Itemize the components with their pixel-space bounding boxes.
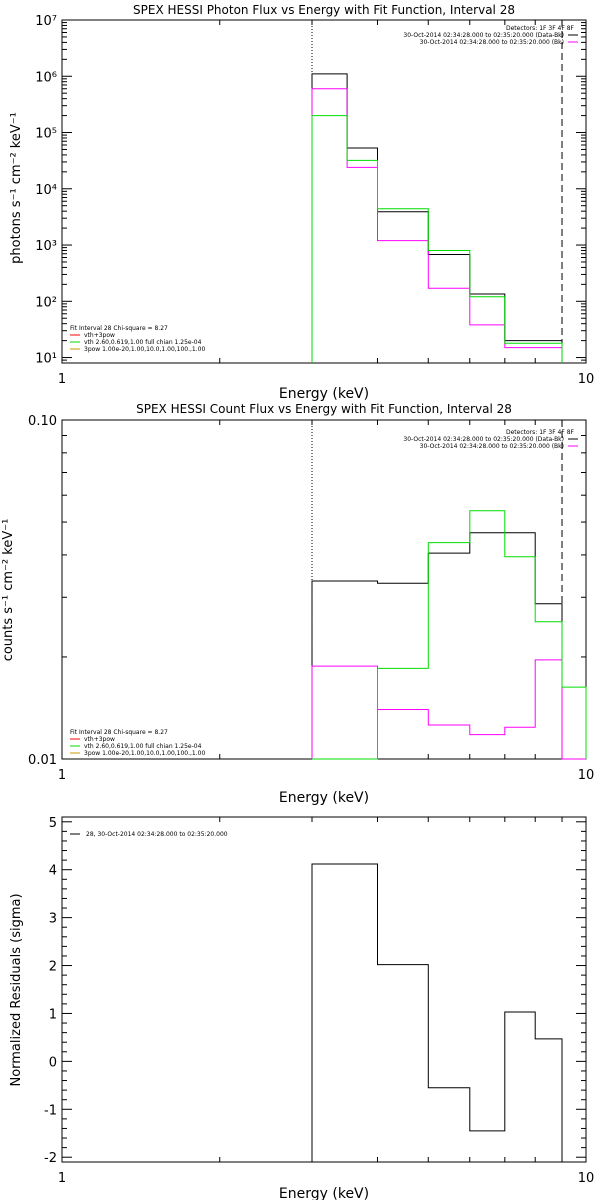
y-tick-label: 10⁶ <box>35 70 57 85</box>
photon-flux-fit-legend: Fit Interval 28 Chi-square = 8.27vth+3po… <box>70 325 205 353</box>
histogram-series-2 <box>312 510 587 760</box>
y-tick-label: 1 <box>49 1007 57 1022</box>
x-tick-label: 10 <box>578 768 595 783</box>
y-tick-label: 0.01 <box>28 753 57 768</box>
photon-flux-ticks <box>61 19 587 364</box>
legend-fit-entry-label: vth+3pow <box>84 736 115 743</box>
residuals-legend: 28, 30-Oct-2014 02:34:28.000 to 02:35:20… <box>70 831 228 838</box>
count-flux-panel: SPEX HESSI Count Flux vs Energy with Fit… <box>1 402 594 806</box>
photon-flux-panel: SPEX HESSI Photon Flux vs Energy with Fi… <box>9 3 594 402</box>
y-tick-label: -1 <box>44 1103 57 1118</box>
photon-flux-xlabel: Energy (keV) <box>279 386 369 402</box>
photon-flux-tick-labels: 1 10 10¹ 10² 10³ 10⁴ 10⁵ 10⁶ 10⁷ <box>35 14 594 387</box>
y-tick-label: 5 <box>49 816 57 831</box>
legend-detectors-heading: Detectors: 1F 3F 4F 8F <box>506 429 575 436</box>
legend-entry-label: 30-Oct-2014 02:34:28.000 to 02:35:20.000… <box>403 32 564 39</box>
legend-entry-label: 30-Oct-2014 02:34:28.000 to 02:35:20.000… <box>420 39 564 46</box>
residuals-series <box>311 863 563 1162</box>
y-tick-label: -2 <box>44 1151 57 1166</box>
legend-fit-heading: Fit Interval 28 Chi-square = 8.27 <box>70 729 168 736</box>
x-tick-label: 10 <box>578 372 595 387</box>
histogram-series-0 <box>311 73 563 363</box>
photon-flux-title: SPEX HESSI Photon Flux vs Energy with Fi… <box>133 3 515 17</box>
count-flux-tick-labels: 1 10 0.01 0.10 <box>28 414 594 783</box>
legend-fit-heading: Fit Interval 28 Chi-square = 8.27 <box>70 325 168 332</box>
legend-fit-entry-label: 3pow 1.00e-20,1.00,10.0,1.00,100.,1.00 <box>84 346 205 353</box>
x-tick-label: 1 <box>58 1171 66 1186</box>
photon-flux-ylabel: photons s⁻¹ cm⁻² keV⁻¹ <box>9 112 24 264</box>
y-tick-label: 3 <box>49 912 57 927</box>
y-tick-label: 0 <box>49 1055 57 1070</box>
y-tick-label: 2 <box>49 960 57 975</box>
residuals-axes-frame <box>61 816 587 1163</box>
y-tick-label: 0.10 <box>28 414 57 429</box>
histogram-series-1 <box>311 88 563 363</box>
x-tick-label: 1 <box>58 372 66 387</box>
x-tick-label: 1 <box>58 768 66 783</box>
residuals-panel: Energy (keV) Normalized Residuals (sigma… <box>9 816 594 1200</box>
count-flux-series <box>311 510 587 760</box>
y-tick-label: 10³ <box>35 239 57 254</box>
legend-fit-entry-label: vth 2.60,0.619,1.00 full chian 1.25e-04 <box>84 743 202 750</box>
photon-flux-series <box>311 73 563 363</box>
legend-entry-label: 30-Oct-2014 02:34:28.000 to 02:35:20.000… <box>403 436 564 443</box>
x-tick-label: 10 <box>578 1171 595 1186</box>
legend-detectors-heading: Detectors: 1F 3F 4F 8F <box>506 25 575 32</box>
y-tick-label: 10⁵ <box>35 127 57 142</box>
count-flux-ylabel: counts s⁻¹ cm⁻² keV⁻¹ <box>1 519 16 662</box>
residuals-tick-labels: 1 10 -2 -1 0 1 2 3 4 5 <box>44 816 594 1186</box>
y-tick-label: 10¹ <box>35 352 57 367</box>
legend-fit-entry-label: vth+3pow <box>84 332 115 339</box>
count-flux-reference-lines <box>311 420 563 759</box>
y-tick-label: 10⁷ <box>35 14 57 29</box>
count-flux-xlabel: Energy (keV) <box>279 790 369 806</box>
histogram-series-0 <box>311 863 563 1162</box>
legend-entry-label: 28, 30-Oct-2014 02:34:28.000 to 02:35:20… <box>86 831 228 838</box>
histogram-series-1 <box>311 659 586 760</box>
count-flux-title: SPEX HESSI Count Flux vs Energy with Fit… <box>136 402 512 416</box>
residuals-xlabel: Energy (keV) <box>279 1186 369 1200</box>
count-flux-axes-frame <box>61 419 587 760</box>
photon-flux-axes-frame <box>61 19 587 364</box>
residuals-ylabel: Normalized Residuals (sigma) <box>9 893 24 1086</box>
photon-flux-reference-lines <box>311 20 563 363</box>
histogram-series-2 <box>311 115 563 363</box>
y-tick-label: 10² <box>35 295 57 310</box>
y-tick-label: 4 <box>49 864 57 879</box>
legend-entry-label: 30-Oct-2014 02:34:28.000 to 02:35:20.000… <box>420 443 564 450</box>
legend-fit-entry-label: 3pow 1.00e-20,1.00,10.0,1.00,100.,1.00 <box>84 750 205 757</box>
y-tick-label: 10⁴ <box>35 183 57 198</box>
count-flux-ticks <box>61 419 587 760</box>
count-flux-fit-legend: Fit Interval 28 Chi-square = 8.27vth+3po… <box>70 729 205 757</box>
legend-fit-entry-label: vth 2.60,0.619,1.00 full chian 1.25e-04 <box>84 339 202 346</box>
residuals-ticks <box>61 817 587 1162</box>
